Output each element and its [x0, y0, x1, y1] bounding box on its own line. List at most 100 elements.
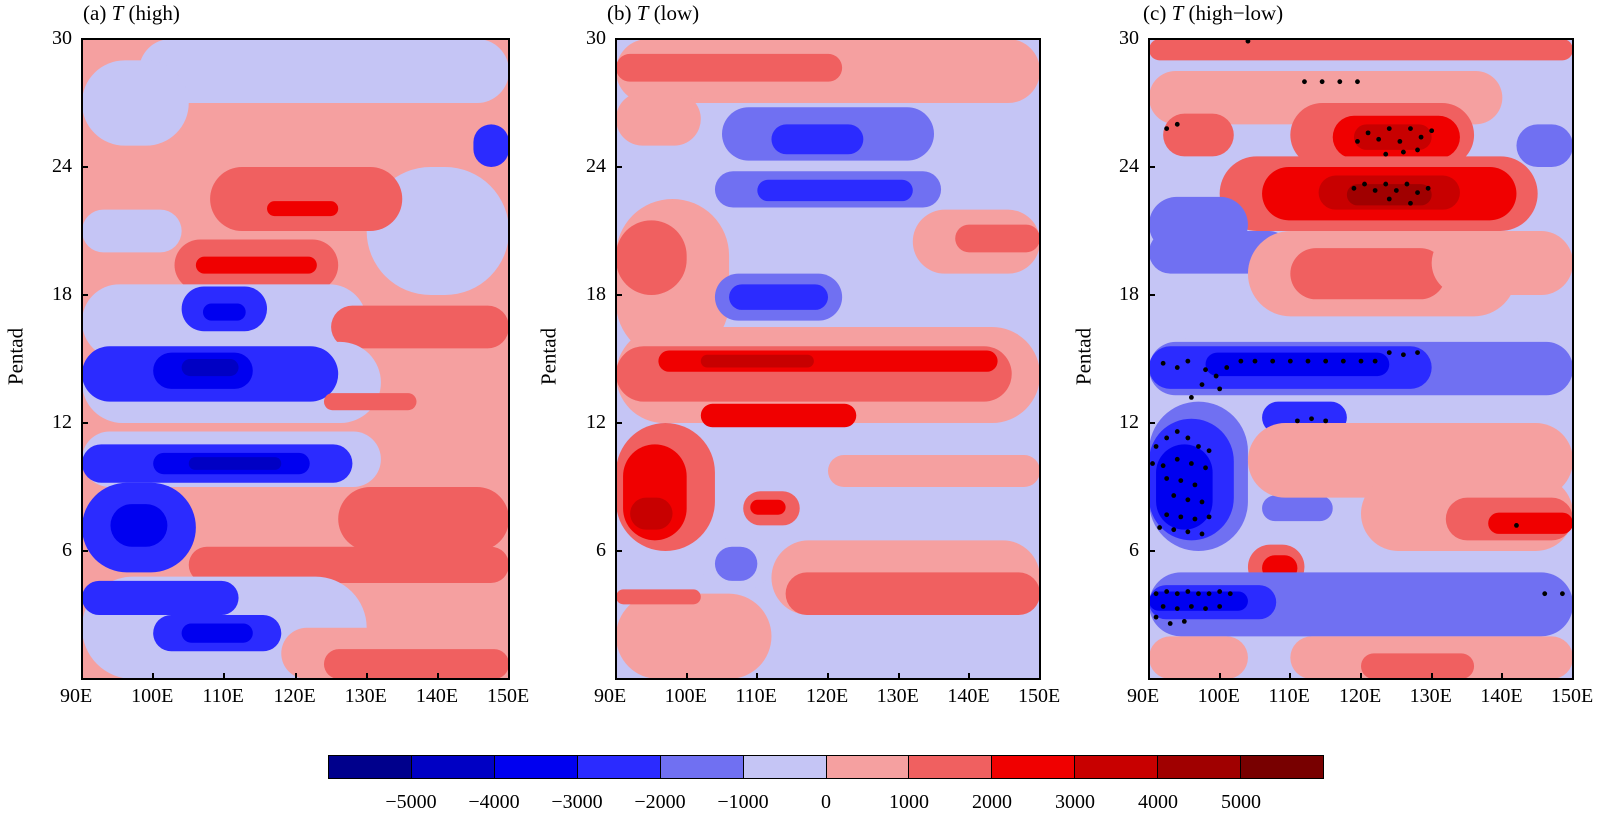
significance-dot — [1376, 136, 1382, 142]
contour-region — [616, 220, 687, 295]
significance-dot — [1174, 429, 1180, 434]
colorbar-label: −1000 — [717, 791, 769, 813]
contour-region — [1488, 512, 1573, 534]
x-tick-mark — [152, 673, 155, 679]
y-tick-mark — [1149, 422, 1155, 424]
significance-dot — [1164, 589, 1170, 594]
significance-dot — [1514, 523, 1519, 528]
significance-dot — [1213, 373, 1219, 379]
significance-dot — [1160, 360, 1166, 366]
significance-dot — [1185, 435, 1191, 441]
colorbar-label: 2000 — [972, 791, 1012, 813]
colorbar-label: 5000 — [1221, 791, 1261, 813]
significance-dot — [1415, 190, 1420, 196]
contour-region — [110, 504, 168, 547]
significance-dot — [1217, 386, 1223, 392]
panel-a-ylabel: Pentad — [3, 327, 28, 386]
contour-region — [195, 256, 317, 274]
significance-dot — [1160, 463, 1166, 469]
contour-region — [82, 209, 182, 253]
significance-dot — [1224, 365, 1230, 370]
colorbar-swatch — [992, 756, 1076, 778]
significance-dot — [1196, 591, 1201, 597]
contour-region — [181, 359, 239, 377]
significance-dot — [1203, 367, 1208, 373]
x-tick-mark — [81, 673, 83, 679]
significance-dot — [1351, 185, 1357, 191]
contour-region — [750, 499, 786, 515]
x-tick-label: 90E — [60, 685, 93, 707]
contour-region — [181, 623, 253, 643]
contour-region — [1163, 113, 1234, 157]
significance-dot — [1150, 461, 1155, 466]
contour-region — [1353, 124, 1432, 150]
y-tick-mark — [82, 38, 88, 40]
contour-region — [267, 201, 339, 217]
x-tick-mark — [756, 673, 759, 679]
y-tick-mark — [616, 422, 622, 424]
y-tick-mark — [82, 422, 88, 424]
x-tick-label: 100E — [1197, 685, 1240, 707]
significance-dot — [1167, 621, 1173, 626]
significance-dot — [1192, 482, 1198, 488]
x-tick-label: 90E — [1127, 685, 1160, 707]
contour-region — [82, 60, 189, 146]
significance-dot — [1164, 476, 1170, 481]
x-tick-label: 120E — [273, 685, 316, 707]
x-tick-label: 100E — [131, 685, 174, 707]
x-tick-label: 130E — [344, 685, 387, 707]
colorbar-swatch — [329, 756, 412, 778]
significance-dot — [1174, 591, 1180, 597]
colorbar-label: 1000 — [889, 791, 929, 813]
panel-b-title-prefix: (b) — [607, 1, 632, 25]
y-tick-label: 18 — [1119, 283, 1139, 305]
panel-c-ylabel: Pentad — [1071, 327, 1096, 386]
significance-dot — [1206, 591, 1212, 597]
x-tick-label: 150E — [487, 685, 530, 707]
significance-dot — [1189, 604, 1194, 609]
y-tick-mark — [616, 166, 622, 168]
significance-dot — [1185, 529, 1191, 535]
y-tick-label: 18 — [52, 283, 72, 305]
colorbar-swatch — [826, 756, 910, 778]
panel-c-title-var: T — [1171, 1, 1184, 25]
contour-region — [338, 487, 509, 551]
significance-dot — [1401, 352, 1406, 358]
significance-dot — [1287, 358, 1293, 364]
y-tick-label: 30 — [52, 27, 72, 49]
significance-dot — [1178, 478, 1184, 483]
significance-dot — [1217, 604, 1223, 609]
significance-dot — [1164, 435, 1170, 441]
significance-dot — [1418, 134, 1424, 140]
colorbar-label: −5000 — [385, 791, 437, 813]
y-tick-mark — [616, 294, 622, 296]
y-tick-label: 30 — [586, 27, 606, 49]
significance-dot — [1415, 350, 1420, 355]
significance-dot — [1270, 358, 1276, 364]
contour-region — [1205, 352, 1390, 377]
significance-dot — [1185, 358, 1191, 364]
x-tick-mark — [827, 673, 829, 679]
y-tick-mark — [1149, 38, 1155, 40]
x-tick-mark — [1572, 673, 1574, 679]
y-tick-mark — [82, 550, 88, 552]
significance-dot — [1181, 619, 1187, 624]
significance-dot — [1309, 416, 1314, 422]
x-tick-mark — [615, 673, 617, 679]
x-tick-mark — [1501, 673, 1504, 679]
contour-region — [188, 457, 282, 470]
contour-region — [1361, 653, 1475, 679]
significance-dot — [1337, 79, 1343, 85]
significance-dot — [1189, 395, 1194, 400]
colorbar-swatch — [909, 756, 993, 778]
contour-region — [700, 354, 814, 368]
significance-dot — [1404, 181, 1410, 187]
x-tick-mark — [1430, 673, 1433, 679]
y-tick-label: 24 — [586, 155, 606, 177]
contour-region — [729, 284, 828, 310]
significance-dot — [1174, 606, 1180, 611]
colorbar-swatch — [494, 756, 578, 778]
contour-region — [323, 649, 509, 679]
significance-dot — [1160, 604, 1166, 609]
significance-dot — [1560, 591, 1565, 597]
